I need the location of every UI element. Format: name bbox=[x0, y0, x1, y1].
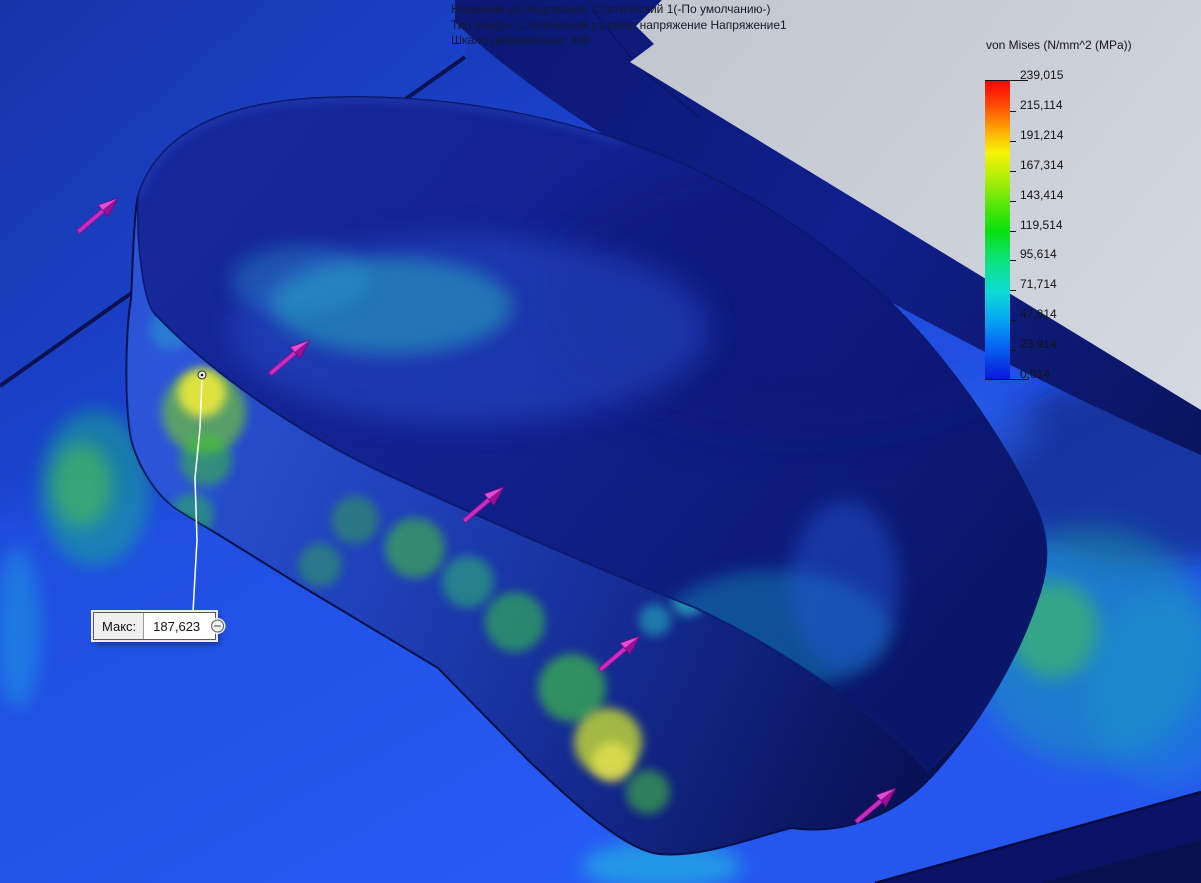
plate-near-edge bbox=[874, 790, 1201, 883]
legend-tick bbox=[985, 80, 1028, 81]
max-callout-label: Макс: bbox=[94, 613, 145, 639]
legend-value: 71,714 bbox=[1020, 277, 1057, 292]
part-model[interactable] bbox=[125, 96, 1060, 856]
callout-leader-line bbox=[192, 377, 203, 613]
deformation-scale-line: Шкала деформации: 300 bbox=[451, 33, 590, 47]
top-face-shading bbox=[137, 97, 1047, 690]
legend-tick bbox=[1010, 170, 1016, 172]
legend-tick bbox=[1010, 290, 1016, 292]
edge-crease bbox=[153, 312, 929, 773]
max-annotation[interactable] bbox=[192, 370, 207, 613]
plot-header: Название исследования: Статический 1(-По… bbox=[451, 2, 787, 49]
plate-far-edge bbox=[455, 0, 1201, 455]
legend-title: von Mises (N/mm^2 (MPa)) bbox=[986, 38, 1132, 52]
max-callout[interactable]: Макс: 187,623 bbox=[93, 612, 225, 640]
legend-value: 215,114 bbox=[1020, 97, 1063, 112]
legend-tick bbox=[1010, 230, 1016, 232]
legend-value: 143,414 bbox=[1020, 187, 1064, 202]
legend-value: 47,814 bbox=[1020, 307, 1057, 322]
legend-value: 191,214 bbox=[1020, 127, 1064, 142]
legend-value: 0,014 bbox=[1020, 367, 1051, 381]
legend-value: 119,514 bbox=[1020, 217, 1063, 232]
legend-tick bbox=[1010, 140, 1016, 142]
legend-tick bbox=[1010, 110, 1016, 112]
legend-value: 167,314 bbox=[1020, 157, 1064, 172]
legend-value: 239,015 bbox=[1020, 68, 1064, 82]
legend-tick bbox=[1010, 260, 1016, 262]
study-name-line: Название исследования: Статический 1(-По… bbox=[451, 2, 771, 16]
legend-colorbar[interactable] bbox=[985, 81, 1010, 380]
legend-tick bbox=[985, 379, 1028, 380]
background-plane bbox=[630, 0, 1201, 410]
legend-tick bbox=[1010, 320, 1016, 322]
max-callout-value: 187,623 bbox=[144, 613, 216, 639]
legend-value: 95,614 bbox=[1020, 247, 1057, 262]
legend-tick bbox=[1010, 350, 1016, 352]
legend-tick bbox=[1010, 200, 1016, 202]
legend-value: 23,914 bbox=[1020, 337, 1057, 352]
max-node-dot bbox=[200, 373, 204, 377]
plot-type-line: Тип эпюры: Статический узловое напряжени… bbox=[451, 17, 787, 32]
callout-drag-handle[interactable] bbox=[211, 619, 225, 633]
